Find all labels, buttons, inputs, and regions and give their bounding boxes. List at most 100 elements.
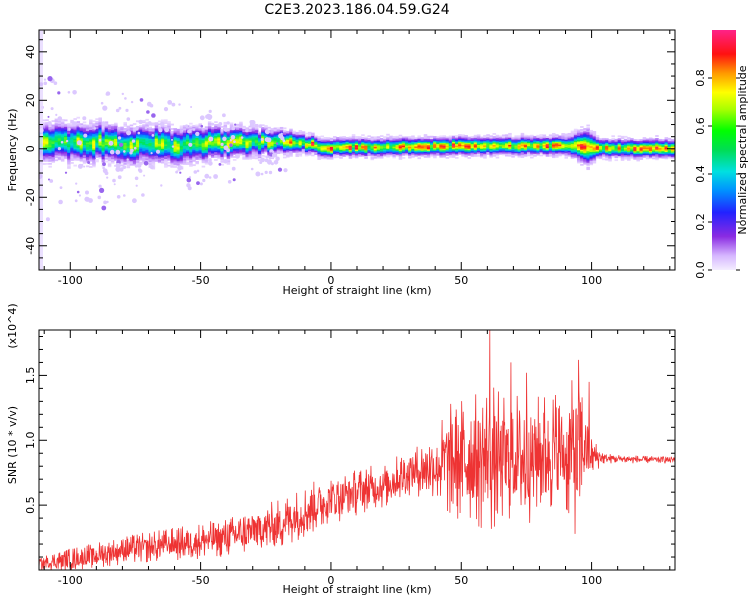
spectrogram-cell (514, 154, 518, 157)
spectrogram-cell (135, 130, 140, 133)
spectrogram-cell (179, 154, 184, 157)
spectrogram-cell (186, 161, 190, 164)
spectrogram-cell (98, 133, 102, 136)
spectrogram-cell (207, 140, 212, 143)
spectrogram-cell (627, 144, 631, 147)
spectrogram-speckle (250, 167, 254, 171)
spectrogram-cell (348, 151, 353, 153)
spectrogram-cell (645, 148, 650, 151)
spectrogram-cell (142, 133, 146, 135)
spectrogram-cell (160, 119, 165, 122)
spectrogram-cell (486, 153, 490, 155)
spectrogram-cell (286, 136, 290, 139)
spectrogram-cell (555, 134, 559, 137)
spectrogram-cell (533, 141, 537, 144)
spectrogram-cell (157, 132, 162, 135)
spectrogram-speckle (199, 182, 203, 186)
spectrogram-speckle (101, 205, 107, 211)
spectrogram-cell (392, 152, 396, 154)
spectrogram-cell (652, 145, 656, 148)
spectrogram-cell (392, 136, 396, 138)
spectrogram-cell (82, 146, 87, 149)
spectrogram-cell (201, 146, 206, 149)
spectrogram-cell (389, 135, 393, 138)
spectrogram-cell (236, 128, 240, 131)
spectrogram-cell (351, 150, 356, 152)
spectrogram-cell (379, 140, 384, 143)
spectrogram-cell (326, 150, 331, 153)
spectrogram-cell (373, 140, 378, 143)
spectrogram-cell (135, 162, 140, 165)
spectrogram-cell (60, 129, 65, 132)
spectrogram-cell (354, 146, 359, 149)
spectrogram-cell (214, 129, 218, 132)
colorbar-label: Normalized spectral amplitude (736, 65, 749, 234)
spectrogram-cell (151, 167, 156, 170)
spectrogram-cell (470, 155, 475, 158)
spectrogram-cell (583, 161, 587, 164)
spectrogram-cell (251, 145, 256, 148)
spectrogram-cell (51, 159, 56, 162)
spectrogram-cell (483, 152, 487, 155)
spectrogram-cell (348, 154, 353, 156)
spectrogram-cell (117, 154, 121, 157)
spectrogram-cell (45, 152, 49, 155)
spectrogram-cell (48, 127, 52, 130)
spectrogram-cell (526, 135, 531, 138)
spectrogram-cell (129, 127, 134, 130)
spectrogram-cell (245, 131, 249, 134)
spectrogram-cell (157, 146, 162, 149)
spectrogram-cell (429, 145, 434, 148)
spectrogram-cell (589, 159, 594, 161)
spectrogram-cell (298, 154, 303, 157)
spectrogram-cell (129, 155, 134, 157)
spectrogram-cell (667, 139, 672, 142)
spectrogram-cell (592, 148, 597, 151)
spectrogram-cell (207, 144, 212, 147)
spectrogram-speckle (117, 136, 122, 140)
spectrogram-cell (605, 158, 609, 161)
spectrogram-cell (436, 148, 440, 150)
spectrogram-cell (242, 137, 246, 140)
spectrogram-cell (492, 153, 497, 156)
spectrogram-cell (189, 160, 193, 163)
spectrogram-cell (367, 141, 371, 144)
spectrogram-cell (455, 143, 459, 146)
spectrogram-cell (45, 141, 49, 143)
spectrogram-cell (514, 152, 518, 155)
spectrogram-cell (576, 136, 581, 139)
spectrogram-cell (114, 134, 118, 137)
spectrogram-cell (273, 137, 278, 140)
spectrogram-speckle (130, 100, 134, 104)
spectrogram-cell (48, 142, 52, 145)
spectrogram-cell (176, 156, 181, 159)
spectrogram-cell (170, 141, 174, 143)
spectrogram-cell (292, 132, 296, 134)
spectrogram-cell (501, 138, 506, 141)
spectrogram-cell (517, 145, 522, 148)
spectrogram-cell (245, 134, 249, 137)
spectrogram-cell (495, 152, 500, 155)
spectrogram-cell (389, 140, 393, 142)
spectrogram-cell (67, 148, 71, 150)
spectrogram-cell (157, 138, 162, 140)
spectrogram-cell (498, 135, 503, 138)
spectrogram-cell (339, 142, 343, 145)
spectrogram-cell (539, 134, 543, 136)
spectrogram-speckle (67, 91, 71, 94)
spectrogram-cell (548, 148, 553, 151)
spectrogram-cell (645, 154, 650, 157)
spectrogram-cell (358, 139, 362, 141)
spectrogram-cell (198, 143, 203, 146)
spectrogram-cell (192, 149, 196, 152)
spectrogram-cell (261, 150, 265, 153)
spectrogram-cell (79, 156, 84, 159)
spectrogram-cell (401, 148, 406, 151)
spectrogram-cell (273, 150, 278, 153)
spectrogram-cell (89, 126, 93, 129)
spectrogram-cell (489, 146, 493, 149)
spectrogram-cell (464, 148, 468, 151)
spectrogram-cell (251, 138, 256, 141)
spectrogram-cell (451, 150, 456, 153)
spectrogram-cell (195, 156, 199, 159)
